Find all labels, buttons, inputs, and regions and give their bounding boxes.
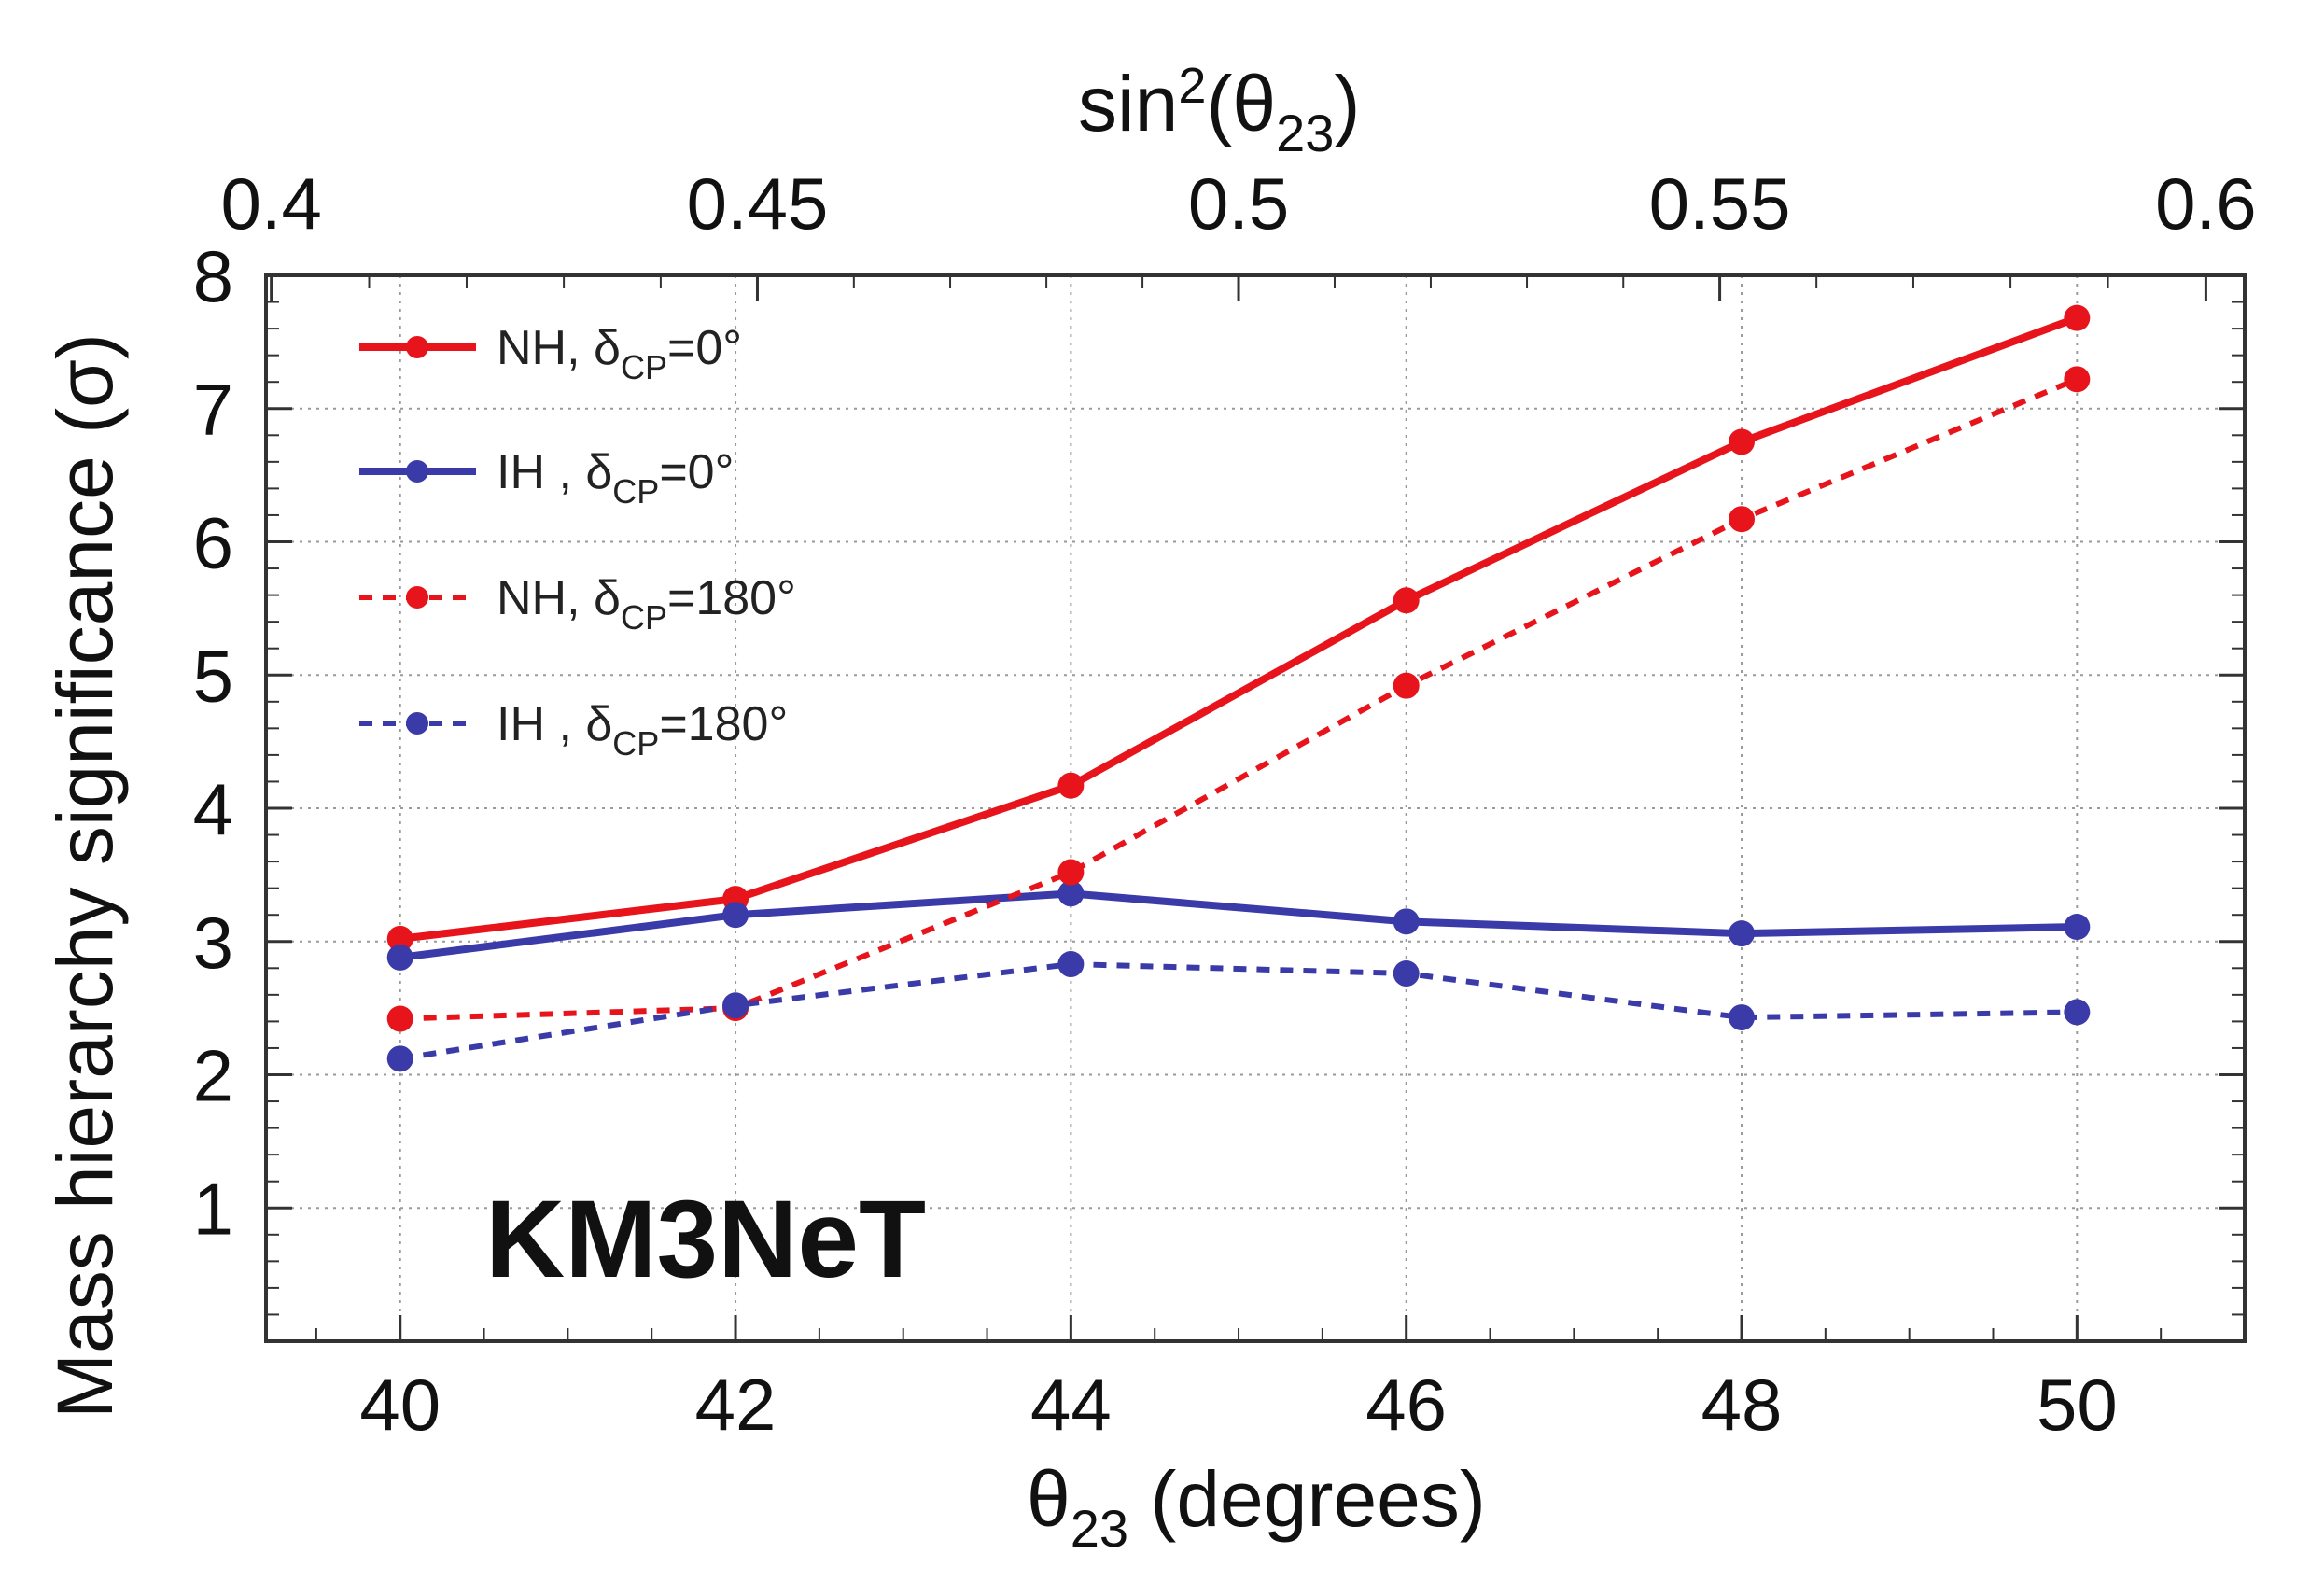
legend-label: IH , δCP=0°: [497, 445, 734, 511]
legend-label: IH , δCP=180°: [497, 697, 788, 763]
data-point: [2064, 999, 2091, 1026]
y-tick-label: 4: [193, 768, 233, 850]
data-point: [1057, 951, 1085, 978]
data-point: [386, 1005, 413, 1032]
y-tick-label: 5: [193, 635, 233, 717]
data-point: [1057, 859, 1085, 886]
top-tick-label: 0.4: [220, 162, 321, 245]
x-tick-label: 44: [1030, 1364, 1112, 1446]
data-point: [2064, 914, 2091, 941]
top-tick-label: 0.45: [687, 162, 829, 245]
data-point: [722, 902, 749, 929]
top-tick-label: 0.6: [2155, 162, 2256, 245]
legend-label: NH, δCP=0°: [497, 321, 742, 386]
legend-label: NH, δCP=180°: [497, 571, 796, 637]
series-line-0: [399, 314, 2079, 943]
data-point: [1393, 960, 1420, 987]
series-line-1: [399, 889, 2078, 961]
x-tick-label: 46: [1365, 1364, 1447, 1446]
grid-lines: [266, 275, 2245, 1341]
tick-labels: 40 42 44 46 48 50 1 2 3 4 5 6 7 80.4 0.45 0.5 0.55 0.6: [193, 162, 2257, 1446]
data-point: [1729, 506, 1756, 533]
data-point: [1393, 672, 1420, 699]
data-point: [386, 1045, 413, 1072]
x-tick-label: 48: [1701, 1364, 1783, 1446]
experiment-label: KM3NeT: [485, 1178, 926, 1301]
legend: NH, δCP=0° IH , δCP=0° NH, δCP=180° IH , δC…: [359, 321, 796, 763]
x-tick-label: 42: [695, 1364, 777, 1446]
series-line-3: [399, 961, 2078, 1062]
data-point: [386, 944, 413, 971]
minor-ticks: [266, 273, 2245, 1341]
legend-marker: [406, 586, 428, 609]
y-tick-label: 3: [193, 902, 233, 984]
data-point: [722, 992, 749, 1019]
data-point: [1393, 908, 1420, 935]
x-tick-label: 50: [2037, 1364, 2118, 1446]
y-tick-label: 6: [193, 502, 233, 584]
legend-marker: [406, 460, 428, 483]
y-tick-label: 8: [193, 235, 233, 317]
y-tick-label: 2: [193, 1035, 233, 1117]
y-axis-title: Mass hierarchy significance (σ): [41, 333, 129, 1419]
x-tick-label: 40: [359, 1364, 441, 1446]
plot-frame: [264, 273, 2247, 1343]
series-line-2: [399, 376, 2079, 1022]
data-point: [1729, 920, 1756, 947]
data-point: [1057, 772, 1085, 799]
series-layer: [386, 304, 2091, 1072]
top-tick-label: 0.55: [1649, 162, 1791, 245]
data-point: [1729, 1004, 1756, 1031]
x-axis-title: θ23 (degrees): [1027, 1455, 1486, 1558]
data-point: [2064, 304, 2091, 331]
data-point: [386, 925, 413, 952]
data-point: [2064, 366, 2091, 393]
data-point: [1729, 428, 1756, 455]
y-tick-label: 7: [193, 369, 233, 451]
top-tick-label: 0.5: [1188, 162, 1289, 245]
data-point: [1057, 880, 1085, 907]
y-tick-label: 1: [193, 1168, 233, 1250]
top-axis-title: sin2(θ23): [1078, 58, 1360, 162]
data-point: [1393, 587, 1420, 614]
legend-marker: [406, 712, 428, 735]
legend-marker: [406, 336, 428, 358]
